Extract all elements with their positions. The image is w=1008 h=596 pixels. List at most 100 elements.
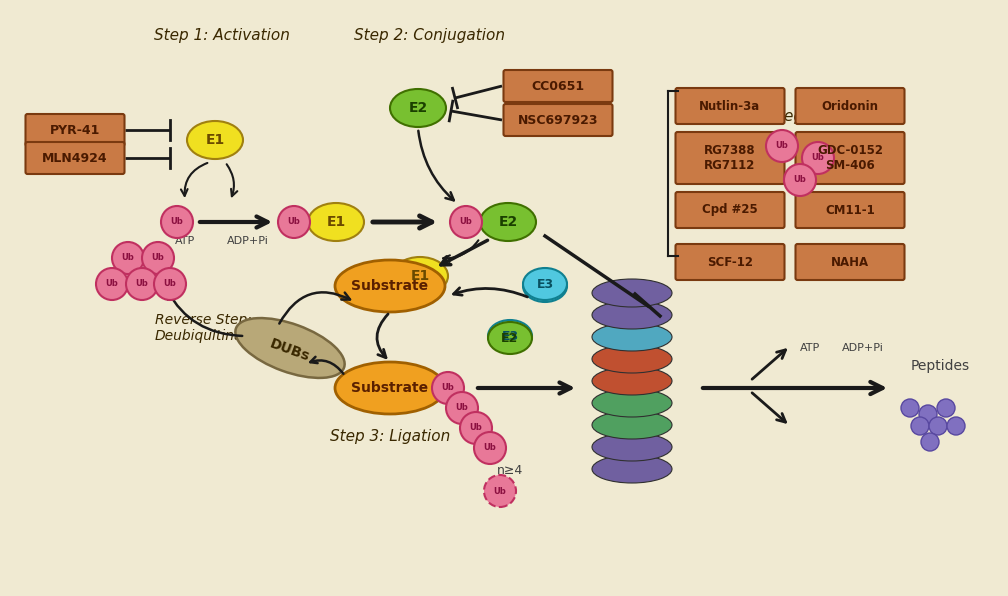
Ellipse shape: [592, 455, 672, 483]
Text: E2: E2: [408, 101, 427, 115]
Text: E1: E1: [206, 133, 225, 147]
Ellipse shape: [390, 89, 446, 127]
FancyBboxPatch shape: [795, 192, 904, 228]
Text: ADP+Pi: ADP+Pi: [842, 343, 884, 353]
Circle shape: [446, 392, 478, 424]
Text: Ub: Ub: [136, 280, 148, 288]
Circle shape: [450, 206, 482, 238]
Ellipse shape: [235, 318, 345, 378]
Circle shape: [96, 268, 128, 300]
Ellipse shape: [592, 411, 672, 439]
Text: DUBs: DUBs: [268, 336, 311, 364]
Ellipse shape: [592, 433, 672, 461]
Ellipse shape: [480, 203, 536, 241]
Text: Ub: Ub: [287, 218, 300, 226]
Ellipse shape: [523, 270, 566, 302]
Text: Ub: Ub: [163, 280, 176, 288]
Text: Step 2: Conjugation: Step 2: Conjugation: [355, 28, 505, 43]
Text: n≥4: n≥4: [497, 464, 523, 477]
Text: Ub: Ub: [811, 154, 825, 163]
FancyBboxPatch shape: [675, 88, 784, 124]
Text: Ub: Ub: [122, 253, 134, 262]
Ellipse shape: [392, 257, 448, 295]
Text: Ub: Ub: [484, 443, 496, 452]
Text: Step 3: Ligation: Step 3: Ligation: [330, 429, 451, 443]
Text: GDC-0152
SM-406: GDC-0152 SM-406: [817, 144, 883, 172]
Text: Ub: Ub: [170, 218, 183, 226]
Text: Ub: Ub: [775, 141, 788, 151]
Circle shape: [919, 405, 937, 423]
Text: PYR-41: PYR-41: [49, 123, 100, 136]
Circle shape: [460, 412, 492, 444]
Text: RG7388
RG7112: RG7388 RG7112: [705, 144, 756, 172]
Ellipse shape: [488, 320, 532, 352]
Text: SCF-12: SCF-12: [707, 256, 753, 269]
Text: CM11-1: CM11-1: [826, 203, 875, 216]
Text: Step 4: Degradation: Step 4: Degradation: [713, 108, 867, 123]
Text: ATP: ATP: [800, 343, 821, 353]
Ellipse shape: [592, 367, 672, 395]
Ellipse shape: [335, 362, 445, 414]
Text: Ub: Ub: [793, 175, 806, 185]
Text: Ub: Ub: [456, 403, 469, 412]
FancyBboxPatch shape: [504, 104, 613, 136]
FancyBboxPatch shape: [25, 114, 125, 146]
Circle shape: [484, 475, 516, 507]
Ellipse shape: [592, 301, 672, 329]
Circle shape: [947, 417, 965, 435]
Text: E3: E3: [536, 280, 553, 293]
Ellipse shape: [592, 323, 672, 351]
FancyBboxPatch shape: [795, 244, 904, 280]
FancyBboxPatch shape: [675, 192, 784, 228]
Ellipse shape: [592, 345, 672, 373]
Text: CC0651: CC0651: [531, 79, 585, 92]
Ellipse shape: [308, 203, 364, 241]
Ellipse shape: [335, 260, 445, 312]
FancyBboxPatch shape: [504, 70, 613, 102]
Text: Substrate: Substrate: [352, 381, 428, 395]
FancyBboxPatch shape: [675, 244, 784, 280]
Text: Step 1: Activation: Step 1: Activation: [154, 28, 290, 43]
Ellipse shape: [187, 121, 243, 159]
Ellipse shape: [592, 279, 672, 307]
Text: E3: E3: [501, 330, 518, 343]
Text: NSC697923: NSC697923: [518, 113, 599, 126]
Text: Nutlin-3a: Nutlin-3a: [700, 100, 761, 113]
Text: Ub: Ub: [494, 486, 506, 495]
Circle shape: [901, 399, 919, 417]
Text: MLN4924: MLN4924: [42, 151, 108, 164]
FancyBboxPatch shape: [25, 142, 125, 174]
FancyBboxPatch shape: [675, 132, 784, 184]
Circle shape: [432, 372, 464, 404]
Text: Ub: Ub: [470, 424, 483, 433]
Circle shape: [161, 206, 193, 238]
Text: E1: E1: [327, 215, 346, 229]
FancyBboxPatch shape: [795, 88, 904, 124]
Text: ATP: ATP: [174, 236, 196, 246]
Circle shape: [784, 164, 816, 196]
Circle shape: [112, 242, 144, 274]
Text: Ub: Ub: [442, 383, 455, 393]
Circle shape: [937, 399, 955, 417]
Text: Ub: Ub: [106, 280, 118, 288]
Text: E2: E2: [498, 215, 518, 229]
Text: NAHA: NAHA: [831, 256, 869, 269]
Text: Cpd #25: Cpd #25: [703, 203, 758, 216]
Text: E2: E2: [501, 331, 519, 344]
Circle shape: [278, 206, 310, 238]
Text: Reverse Step:
Deubiquitination: Reverse Step: Deubiquitination: [155, 313, 270, 343]
Circle shape: [766, 130, 798, 162]
Text: E1: E1: [410, 269, 429, 283]
Ellipse shape: [592, 389, 672, 417]
Ellipse shape: [523, 268, 566, 300]
Text: Oridonin: Oridonin: [822, 100, 879, 113]
Circle shape: [911, 417, 929, 435]
Text: ADP+Pi: ADP+Pi: [227, 236, 269, 246]
FancyBboxPatch shape: [795, 132, 904, 184]
Text: Ub: Ub: [460, 218, 473, 226]
Text: E3: E3: [536, 278, 553, 290]
Circle shape: [474, 432, 506, 464]
Text: Peptides: Peptides: [910, 359, 970, 373]
Text: Substrate: Substrate: [352, 279, 428, 293]
Circle shape: [921, 433, 939, 451]
